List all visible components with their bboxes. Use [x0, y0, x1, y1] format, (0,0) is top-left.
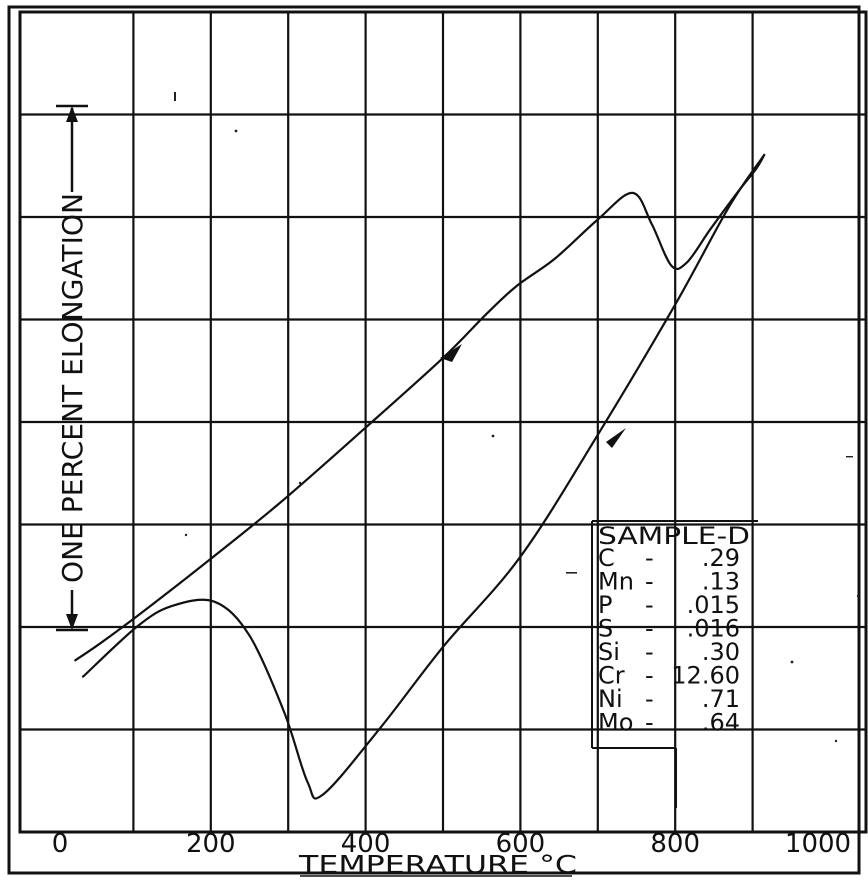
composition-element: Ni	[598, 685, 623, 713]
speck	[856, 594, 860, 598]
x-tick-label: 1000	[785, 829, 851, 859]
composition-value: .64	[702, 709, 740, 737]
composition-value: 12.60	[671, 662, 740, 690]
elongation-scale: ONE PERCENT ELONGATION	[56, 104, 89, 632]
scale-arrow-head-top	[66, 106, 78, 122]
speck	[491, 434, 495, 438]
cooling-curve	[82, 153, 766, 800]
cooling-arrow	[606, 428, 626, 448]
speck	[846, 456, 853, 458]
speck	[834, 739, 838, 743]
x-tick-label: 600	[496, 829, 546, 859]
x-tick-label: 200	[186, 829, 236, 859]
composition-element: Cr	[598, 662, 625, 690]
composition-element: Si	[598, 638, 620, 666]
legend-title: SAMPLE-D	[598, 522, 750, 550]
composition-value: .71	[702, 685, 740, 713]
heating-arrow	[440, 344, 462, 362]
composition-value: .015	[687, 591, 740, 619]
curves	[74, 153, 766, 800]
speck	[184, 533, 188, 537]
x-tick-label: 400	[341, 829, 391, 859]
x-tick-label: 0	[52, 829, 69, 859]
composition-value: .016	[687, 615, 740, 643]
composition-value: .30	[702, 638, 740, 666]
x-tick-label: 800	[650, 829, 700, 859]
scale-arrow-head-bottom	[66, 614, 78, 630]
composition-value: .29	[702, 544, 740, 572]
speck	[566, 572, 577, 574]
composition-separator: -	[645, 638, 654, 666]
composition-element: S	[598, 615, 613, 643]
composition-value: .13	[702, 568, 740, 596]
speck	[790, 660, 794, 664]
composition-separator: -	[645, 568, 654, 596]
composition-separator: -	[645, 615, 654, 643]
composition-separator: -	[645, 544, 654, 572]
speck	[234, 129, 238, 133]
composition-element: Mo	[598, 709, 633, 737]
composition-element: P	[598, 591, 612, 619]
page-border	[7, 5, 861, 875]
composition-element: C	[598, 544, 615, 572]
composition-separator: -	[645, 709, 654, 737]
speck	[298, 481, 302, 485]
y-axis-label: ONE PERCENT ELONGATION	[56, 193, 89, 583]
composition-separator: -	[645, 685, 654, 713]
x-axis-label: TEMPERATURE °C	[298, 850, 577, 879]
composition-element: Mn	[598, 568, 634, 596]
heating-curve	[74, 153, 766, 662]
grid-lines	[20, 12, 866, 832]
speck	[174, 92, 176, 101]
scan-specks	[174, 92, 860, 743]
composition-separator: -	[645, 662, 654, 690]
x-tick-labels: 0 200 400 600 800 1000	[52, 829, 851, 859]
composition-separator: -	[645, 591, 654, 619]
